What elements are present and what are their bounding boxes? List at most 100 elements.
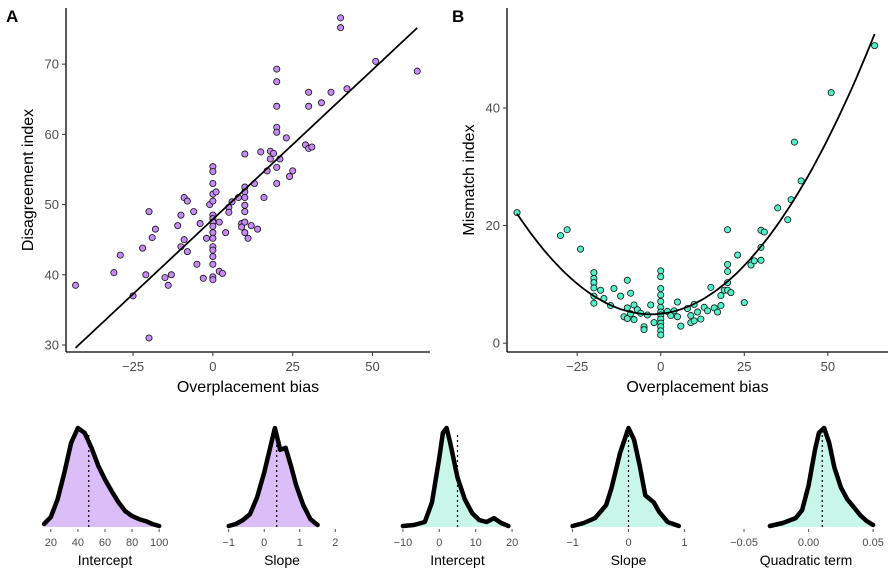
data-point <box>337 24 345 32</box>
data-point <box>774 204 782 212</box>
data-point <box>209 168 217 176</box>
data-point <box>305 102 313 110</box>
density-curve <box>767 425 876 529</box>
data-point <box>209 246 217 254</box>
x-tick-label: 50 <box>821 359 835 374</box>
x-tick-label: 60 <box>99 537 111 549</box>
data-point <box>590 299 598 307</box>
data-point <box>657 291 665 299</box>
data-point <box>647 301 655 309</box>
data-point <box>630 301 638 309</box>
data-point <box>697 315 705 323</box>
data-point <box>260 194 268 202</box>
data-point <box>212 188 220 196</box>
x-tick-label: 20 <box>506 537 518 549</box>
x-tick-label: 1 <box>681 537 687 549</box>
data-point <box>241 208 249 216</box>
x-tick-label: 1 <box>297 537 303 549</box>
data-point <box>222 229 230 237</box>
x-tick-label: −1 <box>566 537 579 549</box>
density-curve <box>400 425 511 529</box>
data-point <box>790 138 798 146</box>
data-point <box>241 150 249 158</box>
data-point <box>241 229 249 237</box>
data-point <box>190 208 198 216</box>
data-point <box>161 274 169 282</box>
data-point <box>657 267 665 275</box>
x-tick-label: 0 <box>261 537 267 549</box>
data-point <box>273 78 281 86</box>
data-point <box>757 256 765 264</box>
data-point <box>707 283 715 291</box>
y-tick-label: 40 <box>45 267 59 282</box>
data-point <box>690 317 698 325</box>
x-tick-label: 0.05 <box>862 537 883 549</box>
data-point <box>72 281 80 289</box>
data-point <box>148 234 156 242</box>
data-point <box>209 276 217 284</box>
data-point <box>202 234 210 242</box>
data-point <box>238 223 246 231</box>
density-title: Intercept <box>430 552 485 568</box>
x-axis-title: Overplacement bias <box>177 379 319 396</box>
data-point <box>209 222 217 230</box>
data-point <box>270 149 278 157</box>
data-point <box>164 281 172 289</box>
data-point <box>180 236 188 244</box>
data-point <box>209 197 217 205</box>
data-point <box>196 220 204 228</box>
data-point <box>247 222 255 230</box>
data-point <box>145 334 153 342</box>
data-point <box>110 269 118 277</box>
data-point <box>273 128 281 136</box>
data-point <box>677 322 685 330</box>
data-point <box>273 180 281 188</box>
data-point <box>734 251 742 259</box>
data-point <box>142 271 150 279</box>
data-point <box>673 298 681 306</box>
x-tick-label: −25 <box>566 359 588 374</box>
data-point <box>241 194 249 202</box>
panel-a: −25 0 25 50 30 40 50 60 70 Overplacement bias Disa… <box>20 8 430 396</box>
y-tick-label: 40 <box>486 100 500 115</box>
data-point <box>640 326 648 334</box>
x-tick-label: −1 <box>222 537 235 549</box>
x-tick-label: 10 <box>470 537 482 549</box>
data-point <box>343 85 351 93</box>
data-point <box>687 312 695 320</box>
data-point <box>760 228 768 236</box>
y-axis-title: Disagreement index <box>20 109 37 251</box>
data-point <box>305 88 313 96</box>
data-point <box>724 267 732 275</box>
data-point <box>225 208 233 216</box>
data-point <box>827 89 835 97</box>
data-point <box>177 211 185 219</box>
density-title: Quadratic term <box>760 552 853 568</box>
data-point <box>372 57 380 65</box>
data-point <box>273 65 281 73</box>
data-point <box>317 99 325 107</box>
density-curve <box>570 425 682 529</box>
data-point <box>273 102 281 110</box>
data-point <box>273 163 281 171</box>
panel-label-a: A <box>6 7 18 26</box>
data-point <box>209 234 217 242</box>
x-tick-label: 0 <box>209 359 216 374</box>
data-point <box>209 180 217 188</box>
data-point <box>597 286 605 294</box>
data-point <box>513 209 521 217</box>
data-point <box>266 155 274 163</box>
data-point <box>750 257 758 265</box>
data-point <box>871 42 879 50</box>
data-point <box>183 248 191 256</box>
data-point <box>623 314 631 322</box>
data-point <box>590 269 598 277</box>
density-title: Slope <box>264 552 300 568</box>
density-panel: 20 40 60 80 100 Intercept <box>41 425 168 568</box>
x-tick-label: 25 <box>285 359 299 374</box>
density-title: Slope <box>611 552 647 568</box>
data-point <box>657 284 665 292</box>
y-tick-label: 60 <box>45 127 59 142</box>
panel-b: −25 0 25 50 0 20 40 Overplacement bias Mismatch … <box>461 8 888 396</box>
data-point <box>740 299 748 307</box>
